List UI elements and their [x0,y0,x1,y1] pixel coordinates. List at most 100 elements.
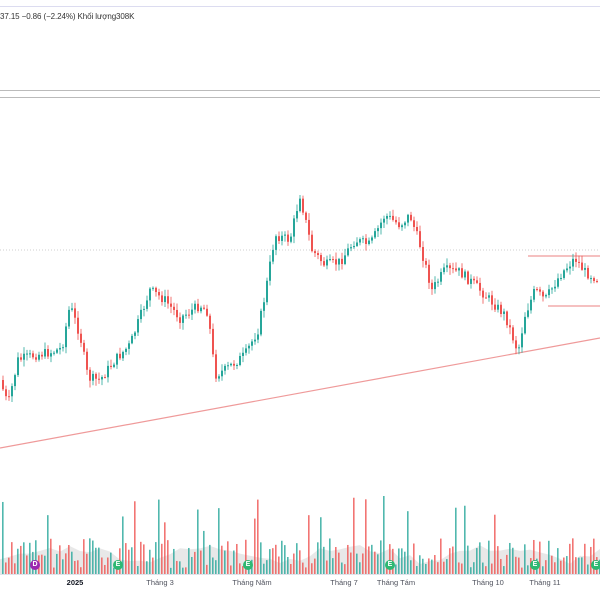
volume-bar [332,558,334,574]
event-marker[interactable]: E [113,560,123,570]
volume-bar [563,557,565,574]
candle-body [308,219,310,235]
volume-bar [35,540,37,574]
candle-body [467,271,469,284]
volume-bar [128,549,130,574]
pane-divider-bottom[interactable] [0,97,600,98]
event-marker[interactable]: E [591,560,600,570]
candle-body [365,238,367,244]
candle-body [302,198,304,213]
volume-bar [524,544,526,574]
trendline [0,337,600,449]
volume-bar [407,511,409,574]
volume-bar [356,553,358,574]
volume-bar [467,545,469,574]
candle-body [530,299,532,311]
candle-body [281,235,283,241]
candle-body [167,296,169,304]
candle-body [509,325,511,328]
volume-bar [2,501,4,574]
candle-body [104,377,106,379]
candle-body [251,341,253,346]
candle-body [164,296,166,303]
volume-bar [272,548,274,574]
volume-bar [458,562,460,574]
volume-bar [494,514,496,574]
candle-body [140,309,142,320]
volume-bar [518,557,520,574]
candle-body [335,259,337,265]
candle-body [92,373,94,381]
candle-body [59,347,61,350]
candle-body [272,249,274,262]
candle-body [545,295,547,297]
candle-body [176,309,178,318]
volume-bar [434,555,436,574]
candle-body [65,326,67,348]
volume-bar [398,548,400,574]
candle-body [50,353,52,357]
volume-bar [239,563,241,574]
candle-body [482,290,484,298]
volume-bar [224,550,226,574]
candle-body [458,268,460,271]
candle-body [215,354,217,379]
candle-body [56,349,58,353]
volume-bar [344,564,346,574]
candle-body [350,247,352,249]
candle-body [500,304,502,314]
candle-body [290,236,292,242]
event-marker[interactable]: E [530,560,540,570]
candle-body [446,265,448,268]
volume-bar [455,507,457,574]
volume-bar [218,508,220,574]
volume-bar [278,556,280,574]
volume-bar [569,543,571,574]
candle-body [344,255,346,265]
volume-bar [557,548,559,574]
volume-bar [68,544,70,574]
candle-body [560,277,562,279]
event-marker[interactable]: E [243,560,253,570]
candle-body [230,363,232,366]
candle-body [137,319,139,333]
pane-divider-top[interactable] [0,90,600,91]
candle-body [461,268,463,278]
volume-bar [404,551,406,574]
candle-body [413,220,415,227]
event-marker[interactable]: E [385,560,395,570]
legend-bar: 37.15 −0.86 (−2.24%) Khối lượng308K [0,12,134,21]
volume-bar [191,556,193,574]
event-marker[interactable]: D [30,560,40,570]
candle-body [584,267,586,270]
volume-bar [350,552,352,574]
volume-bar [20,545,22,574]
volume-bar [362,553,364,574]
candle-body [422,247,424,261]
candle-body [512,327,514,341]
time-axis-label: Tháng 3 [146,578,174,587]
volume-bar [560,560,562,574]
time-axis-label: Tháng Tám [376,578,416,587]
volume-bar [65,553,67,574]
candle-body [260,310,262,335]
time-axis[interactable]: 2025 Tháng 3 Tháng Năm Tháng 7 Tháng Tám Thán… [0,560,600,600]
candle-body [485,297,487,299]
candle-body [359,239,361,243]
candle-body [440,272,442,282]
candle-body [542,291,544,297]
volume-bar [293,553,295,574]
volume-bar [260,542,262,574]
candle-body [314,251,316,254]
volume-bar [485,566,487,574]
volume-bar [203,530,205,574]
volume-bar [182,567,184,574]
candle-body [62,347,64,349]
candle-body [323,261,325,266]
candle-body [206,308,208,316]
volume-bar [230,565,232,574]
volume-bar [335,547,337,574]
volume-bar [107,557,109,574]
candle-body [419,231,421,248]
